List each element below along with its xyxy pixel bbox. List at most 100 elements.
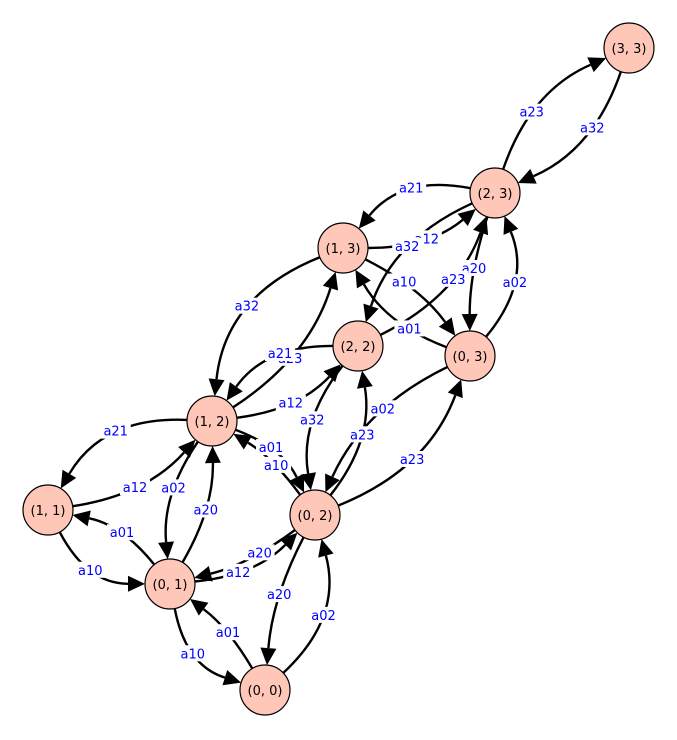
node-label: (1, 3) xyxy=(326,242,361,257)
arrow-head xyxy=(158,541,174,560)
edge-label-background xyxy=(223,563,254,580)
edge-label: a01 xyxy=(110,526,135,541)
edge-label-group: a10 xyxy=(261,456,292,474)
arrow-head xyxy=(72,510,91,527)
arrow-head xyxy=(318,539,334,558)
edge-label: a01 xyxy=(397,322,422,337)
node-label: (1, 1) xyxy=(31,504,66,519)
edge-label: a32 xyxy=(580,121,605,136)
nodes-layer: (3, 3) (2, 3) (1, 3) (2, 2) (0, 3) (1, 2) (1, … xyxy=(22,22,655,716)
edge-label-background xyxy=(499,274,530,291)
edge-label-background xyxy=(213,624,243,641)
edge-label-background xyxy=(256,439,286,456)
edge-label: a02 xyxy=(161,481,186,496)
node-circle xyxy=(317,222,369,274)
edge-label: a21 xyxy=(268,347,293,362)
edge-label-group: a10 xyxy=(75,561,106,579)
node-label: (2, 3) xyxy=(478,187,513,202)
node-circle xyxy=(603,22,655,74)
edge-line xyxy=(369,202,473,307)
edge-label-group: a12 xyxy=(223,563,254,581)
edge-label-group: a32 xyxy=(231,297,262,315)
arrow-head xyxy=(222,670,242,686)
edge-label-background xyxy=(394,320,425,337)
edge-label-background xyxy=(347,426,378,443)
edge-line xyxy=(362,283,448,349)
edge-label-background xyxy=(75,561,106,578)
edge-label: a23 xyxy=(519,106,544,121)
edge-line xyxy=(173,608,226,679)
arrow-head xyxy=(300,472,316,491)
node-circle xyxy=(289,489,341,541)
node-n03: (0, 3) xyxy=(444,330,496,382)
arrow-head xyxy=(260,647,277,666)
edge-label: a02 xyxy=(503,276,528,291)
edge-label-background xyxy=(297,411,328,428)
node-label: (0, 3) xyxy=(453,350,488,365)
edge-label-background xyxy=(177,645,208,662)
arrow-head xyxy=(128,575,145,592)
arrow-head xyxy=(233,433,253,450)
edge-label: a20 xyxy=(267,588,292,603)
node-n12: (1, 2) xyxy=(186,395,238,447)
edge-n12-n13 xyxy=(232,271,339,409)
node-n01: (0, 1) xyxy=(144,558,196,610)
node-n13: (1, 3) xyxy=(317,222,369,274)
arrow-head xyxy=(363,303,379,323)
edge-label-group: a32 xyxy=(392,238,423,255)
edge-label-group: a10 xyxy=(177,645,208,662)
arrow-head xyxy=(357,370,373,389)
edge-label: a23 xyxy=(441,273,466,288)
edge-n33-n23 xyxy=(517,71,623,184)
node-circle xyxy=(239,664,291,716)
edge-label-group: a23 xyxy=(516,103,547,121)
edge-label: a32 xyxy=(235,300,260,315)
edge-label: a23 xyxy=(350,428,375,443)
edge-label: a21 xyxy=(103,425,128,440)
edge-line xyxy=(331,365,449,478)
edge-label: a02 xyxy=(311,609,336,624)
edge-n13-n12 xyxy=(208,256,321,397)
edge-label-background xyxy=(577,119,608,136)
node-n23: (2, 3) xyxy=(469,167,521,219)
arrow-head xyxy=(447,379,463,399)
edge-label: a20 xyxy=(247,546,272,561)
edge-label-group: a21 xyxy=(396,179,427,196)
edge-n03-n02 xyxy=(325,365,449,493)
edge-label-group: a23 xyxy=(397,451,428,468)
edge-label: a10 xyxy=(78,564,103,579)
edge-label-background xyxy=(265,345,295,361)
edge-label-background xyxy=(275,394,306,411)
edge-label: a10 xyxy=(181,647,206,662)
edge-label: a12 xyxy=(279,397,304,412)
arrow-head xyxy=(204,446,221,464)
edge-label-group: a23 xyxy=(347,426,378,443)
node-n11: (1, 1) xyxy=(22,484,74,536)
edge-label-background xyxy=(231,297,262,314)
edge-label-background xyxy=(438,270,469,287)
edge-label-background xyxy=(261,456,292,473)
edge-label-group: a02 xyxy=(367,400,398,417)
edge-label-background xyxy=(107,524,137,541)
edge-label: a12 xyxy=(226,566,251,581)
node-circle xyxy=(144,558,196,610)
edge-label-group: a20 xyxy=(190,501,221,519)
edge-labels-layer: a23 a32 a21 a12 a02 a20 a23 a32 a01 a10 a32 a23 a21 a… xyxy=(75,103,608,662)
edge-label-background xyxy=(392,238,423,254)
edge-label-group: a20 xyxy=(244,544,275,561)
node-n00: (0, 0) xyxy=(239,664,291,716)
edge-label-group: a02 xyxy=(158,479,189,496)
arrow-head xyxy=(517,168,537,184)
node-n02: (0, 2) xyxy=(289,489,341,541)
edge-label-background xyxy=(264,586,295,603)
node-label: (0, 2) xyxy=(298,509,333,524)
node-n33: (3, 3) xyxy=(603,22,655,74)
edge-label: a32 xyxy=(300,413,325,428)
edge-label-group: a01 xyxy=(213,624,243,641)
node-circle xyxy=(444,330,496,382)
edge-label: a01 xyxy=(216,626,241,641)
arrow-head xyxy=(473,216,489,236)
edge-n00-n02 xyxy=(282,539,334,674)
edge-label-group: a12 xyxy=(275,394,306,412)
